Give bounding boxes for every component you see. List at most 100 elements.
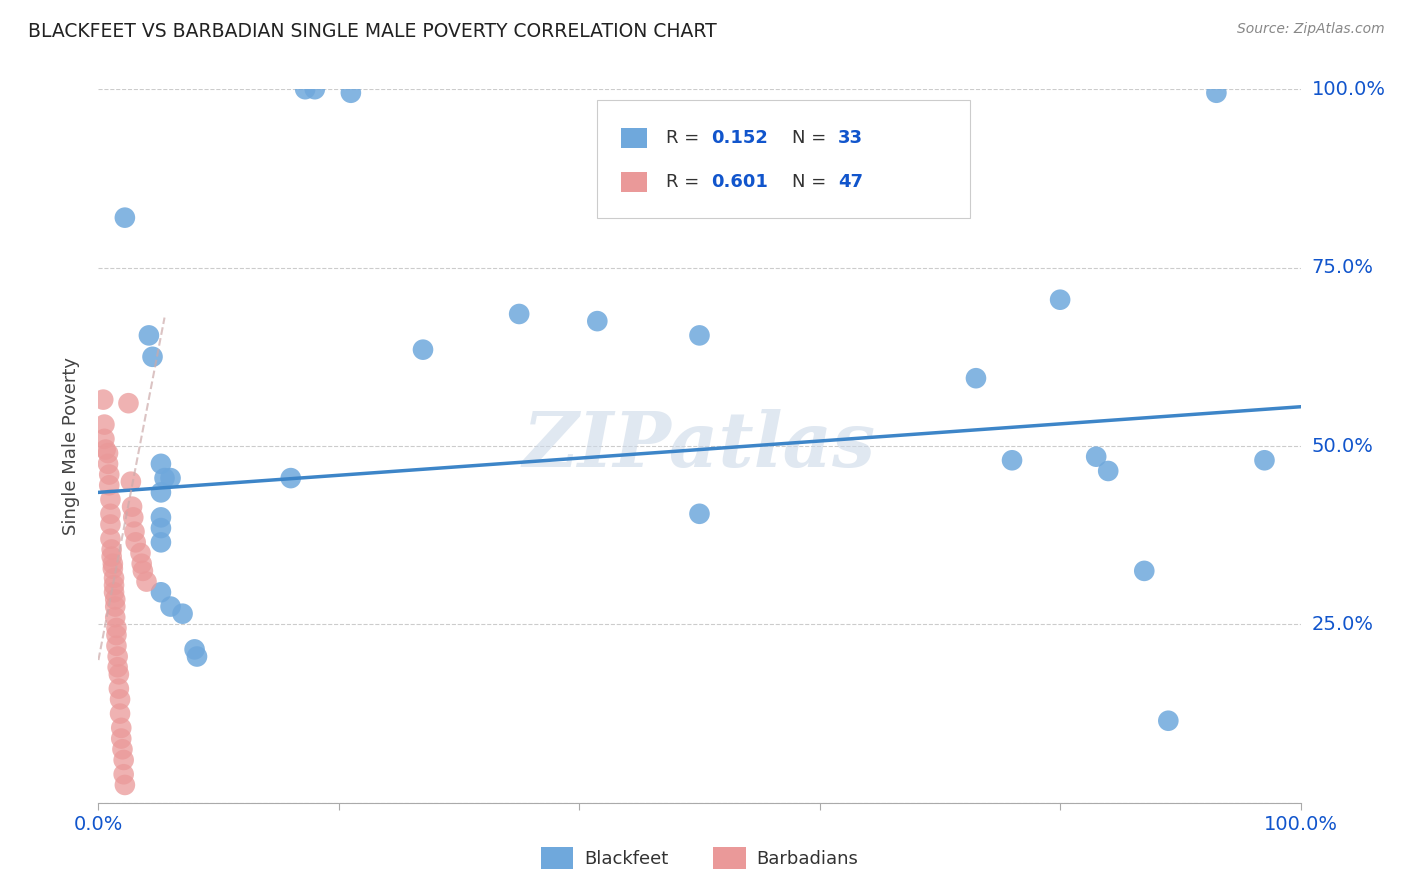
FancyBboxPatch shape bbox=[621, 128, 647, 148]
Point bbox=[100, 549, 122, 564]
Text: R =: R = bbox=[666, 173, 704, 191]
Point bbox=[100, 492, 122, 507]
Point bbox=[1001, 453, 1024, 467]
Point bbox=[108, 667, 131, 681]
Point bbox=[688, 328, 710, 343]
Text: N =: N = bbox=[792, 173, 832, 191]
Point bbox=[1097, 464, 1119, 478]
Point bbox=[135, 574, 157, 589]
Point bbox=[1253, 453, 1275, 467]
Point bbox=[340, 86, 363, 100]
Point bbox=[112, 767, 135, 781]
Point bbox=[103, 585, 125, 599]
Point bbox=[1205, 86, 1227, 100]
Point bbox=[153, 471, 176, 485]
Point bbox=[100, 517, 122, 532]
Point bbox=[120, 475, 142, 489]
Text: 0.601: 0.601 bbox=[711, 173, 769, 191]
FancyBboxPatch shape bbox=[621, 172, 647, 192]
Point bbox=[97, 446, 120, 460]
Point bbox=[294, 82, 316, 96]
Point bbox=[112, 753, 135, 767]
Point bbox=[110, 721, 132, 735]
Point bbox=[93, 432, 115, 446]
Point bbox=[304, 82, 326, 96]
Point bbox=[105, 621, 128, 635]
Point bbox=[105, 639, 128, 653]
Point bbox=[101, 562, 124, 576]
Point bbox=[108, 706, 131, 721]
Point bbox=[108, 681, 131, 696]
Text: ZIPatlas: ZIPatlas bbox=[523, 409, 876, 483]
Point bbox=[149, 457, 172, 471]
Point bbox=[94, 442, 117, 457]
Point bbox=[104, 599, 127, 614]
Point bbox=[121, 500, 143, 514]
Text: 0.152: 0.152 bbox=[711, 128, 769, 146]
Point bbox=[688, 507, 710, 521]
Point bbox=[101, 557, 124, 571]
Point bbox=[159, 599, 181, 614]
Point bbox=[508, 307, 530, 321]
Point bbox=[1157, 714, 1180, 728]
Point bbox=[965, 371, 987, 385]
Point bbox=[100, 532, 122, 546]
Point bbox=[98, 467, 121, 482]
Point bbox=[107, 649, 129, 664]
Point bbox=[172, 607, 194, 621]
Point bbox=[91, 392, 114, 407]
Point bbox=[138, 328, 160, 343]
Point bbox=[97, 457, 120, 471]
Text: Source: ZipAtlas.com: Source: ZipAtlas.com bbox=[1237, 22, 1385, 37]
Point bbox=[186, 649, 208, 664]
Text: BLACKFEET VS BARBADIAN SINGLE MALE POVERTY CORRELATION CHART: BLACKFEET VS BARBADIAN SINGLE MALE POVER… bbox=[28, 22, 717, 41]
Text: 47: 47 bbox=[838, 173, 863, 191]
Point bbox=[125, 535, 148, 549]
Point bbox=[114, 211, 136, 225]
Point bbox=[104, 592, 127, 607]
Text: R =: R = bbox=[666, 128, 704, 146]
Text: N =: N = bbox=[792, 128, 832, 146]
Point bbox=[122, 510, 145, 524]
Point bbox=[104, 610, 127, 624]
Point bbox=[412, 343, 434, 357]
Point bbox=[93, 417, 115, 432]
Point bbox=[1049, 293, 1071, 307]
Point bbox=[131, 557, 153, 571]
Point bbox=[1133, 564, 1156, 578]
Text: 100.0%: 100.0% bbox=[1312, 79, 1386, 99]
Point bbox=[114, 778, 136, 792]
Point bbox=[124, 524, 146, 539]
Point bbox=[132, 564, 155, 578]
Point bbox=[98, 478, 121, 492]
Text: 50.0%: 50.0% bbox=[1312, 436, 1374, 456]
Point bbox=[149, 485, 172, 500]
Point bbox=[183, 642, 205, 657]
Text: 25.0%: 25.0% bbox=[1312, 615, 1374, 634]
Text: 75.0%: 75.0% bbox=[1312, 258, 1374, 277]
Point bbox=[159, 471, 181, 485]
Point bbox=[149, 535, 172, 549]
Point bbox=[141, 350, 163, 364]
Point bbox=[108, 692, 131, 706]
Point bbox=[107, 660, 129, 674]
Point bbox=[111, 742, 134, 756]
Point bbox=[105, 628, 128, 642]
Point bbox=[149, 510, 172, 524]
Point bbox=[129, 546, 152, 560]
Point bbox=[586, 314, 609, 328]
Point bbox=[149, 521, 172, 535]
Text: 33: 33 bbox=[838, 128, 863, 146]
Point bbox=[100, 507, 122, 521]
FancyBboxPatch shape bbox=[598, 100, 970, 218]
Point bbox=[1085, 450, 1108, 464]
Point bbox=[103, 578, 125, 592]
Point bbox=[110, 731, 132, 746]
Point bbox=[100, 542, 122, 557]
Y-axis label: Single Male Poverty: Single Male Poverty bbox=[62, 357, 80, 535]
Point bbox=[117, 396, 139, 410]
Point bbox=[149, 585, 172, 599]
Point bbox=[103, 571, 125, 585]
Point bbox=[280, 471, 302, 485]
Legend: Blackfeet, Barbadians: Blackfeet, Barbadians bbox=[533, 839, 866, 876]
